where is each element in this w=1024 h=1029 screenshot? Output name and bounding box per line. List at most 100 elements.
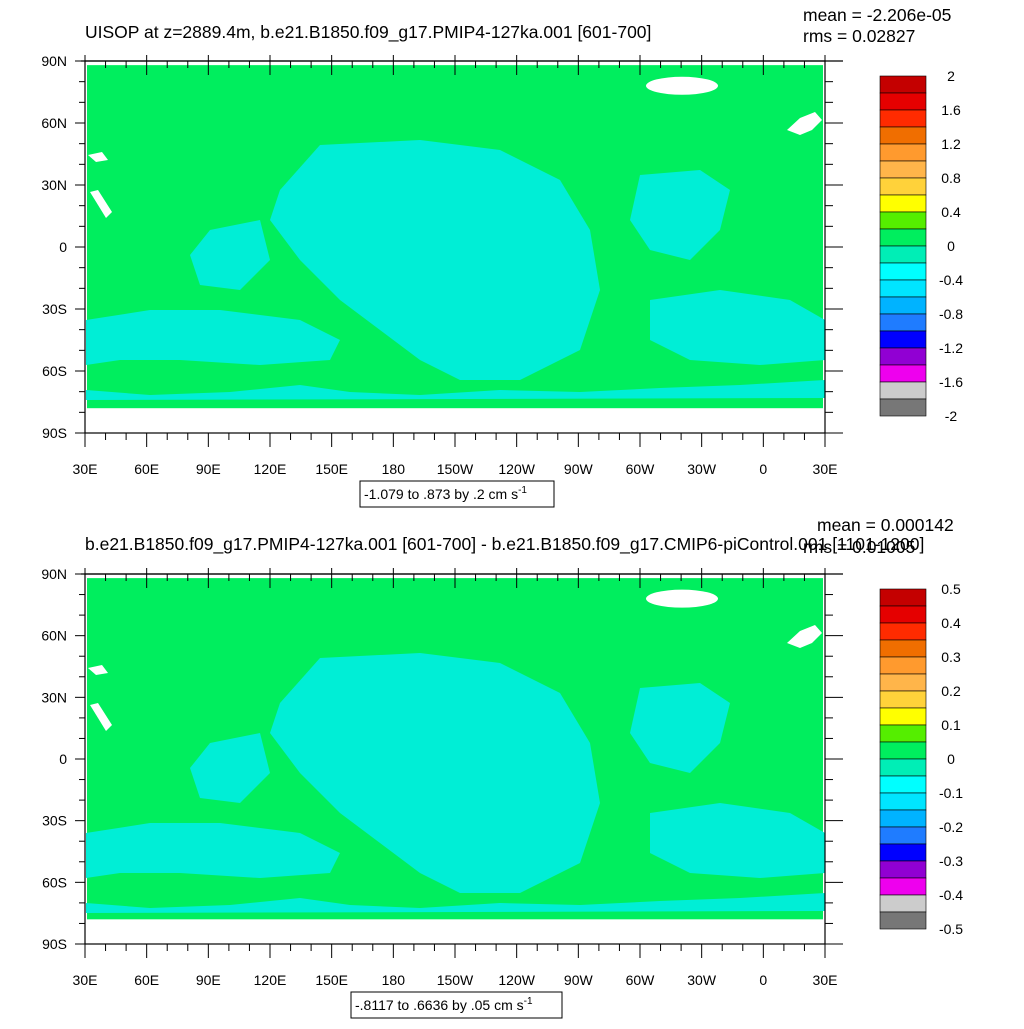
range-note-text: -.8117 to .6636 by .05 cm s-1	[355, 996, 533, 1013]
y-tick-label: 60S	[42, 363, 67, 379]
colorbar-label: -0.5	[939, 921, 963, 937]
colorbar-box	[879, 398, 927, 417]
stat-rms: rms = 0.02827	[803, 26, 915, 46]
colorbar-box	[879, 724, 927, 743]
y-tick-label: 0	[59, 751, 67, 767]
x-tick-label: 30W	[687, 972, 717, 988]
y-tick-label: 30S	[42, 813, 67, 829]
x-tick-label: 150E	[315, 461, 348, 477]
x-tick-label: 30E	[813, 461, 838, 477]
range-note-box	[359, 480, 555, 508]
colorbar-box	[879, 211, 927, 230]
stat-mean: mean = -2.206e-05	[803, 5, 951, 25]
y-tick-label: 90S	[42, 425, 67, 441]
colorbar-box	[879, 690, 927, 709]
colorbar-label: -0.8	[939, 306, 963, 322]
x-tick-label: 60E	[134, 461, 159, 477]
x-tick-label: 60E	[134, 972, 159, 988]
colorbar-label: 0.4	[941, 615, 961, 631]
colorbar-box	[879, 347, 927, 366]
x-tick-label: 30E	[73, 972, 98, 988]
y-tick-label: 30N	[41, 689, 67, 705]
negative-region-indian	[190, 220, 270, 290]
x-tick-label: 90W	[564, 972, 594, 988]
colorbar-box	[879, 894, 927, 913]
colorbar-box	[879, 75, 927, 94]
colorbar-label: -1.2	[939, 340, 963, 356]
colorbar-label: -0.4	[939, 272, 963, 288]
colorbar-box	[879, 330, 927, 349]
colorbar-box	[879, 313, 927, 332]
colorbar-label: -0.3	[939, 853, 963, 869]
colorbar-box	[879, 228, 927, 247]
colorbar-label: 0.5	[941, 581, 961, 597]
x-tick-label: 180	[382, 972, 406, 988]
negative-region-antarctic-margin	[86, 853, 825, 913]
colorbar-box	[879, 656, 927, 675]
colorbar-label: -0.1	[939, 785, 963, 801]
no-data-patch-west-2	[90, 703, 112, 731]
colorbar-label: 0.3	[941, 649, 961, 665]
negative-region-antarctic-margin	[86, 340, 825, 400]
x-tick-label: 0	[759, 972, 767, 988]
colorbar-box	[879, 911, 927, 930]
colorbar-label: -0.4	[939, 887, 963, 903]
colorbar-box	[879, 588, 927, 607]
colorbar-label: 0.8	[941, 170, 961, 186]
colorbar-box	[879, 92, 927, 111]
range-note-box	[350, 991, 563, 1019]
x-tick-label: 120W	[498, 972, 535, 988]
x-tick-label: 90E	[196, 461, 221, 477]
colorbar-box	[879, 143, 927, 162]
chart-panel-1: 90N 60N 30N 0 30S 60S 90S 30E 60E 90E 120E 150E 180 1…	[41, 5, 963, 508]
no-data-patch-west-1	[88, 665, 108, 675]
colorbar-box	[879, 826, 927, 845]
colorbar-label: -2	[945, 408, 958, 424]
y-tick-label: 90N	[41, 566, 67, 582]
colorbar-box	[879, 741, 927, 760]
colorbar-box	[879, 605, 927, 624]
no-data-patch-west-1	[88, 152, 108, 162]
x-tick-label: 30E	[73, 461, 98, 477]
colorbar-box	[879, 126, 927, 145]
stat-rms: rms = 0.01005	[803, 537, 915, 557]
colorbar-box	[879, 245, 927, 264]
no-data-patch-greenland	[646, 589, 718, 608]
colorbar-box	[879, 160, 927, 179]
x-tick-label: 60W	[626, 972, 656, 988]
y-tick-label: 60N	[41, 115, 67, 131]
x-tick-label: 180	[382, 461, 406, 477]
negative-region-pacific	[270, 140, 600, 380]
x-tick-label: 30E	[813, 972, 838, 988]
negative-region-indian	[190, 733, 270, 803]
x-tick-label: 150W	[437, 461, 474, 477]
x-tick-label: 90E	[196, 972, 221, 988]
colorbar-box	[879, 177, 927, 196]
colorbar-box	[879, 809, 927, 828]
negative-region-southern	[86, 310, 340, 365]
x-tick-label: 150E	[315, 972, 348, 988]
negative-region-southern	[86, 823, 340, 878]
x-tick-label: 120E	[254, 461, 287, 477]
no-data-patch-iceland	[787, 112, 822, 135]
colorbar-box	[879, 622, 927, 641]
colorbar-box	[879, 364, 927, 383]
negative-region-pacific	[270, 653, 600, 893]
x-tick-label: 120W	[498, 461, 535, 477]
x-tick-label: 120E	[254, 972, 287, 988]
colorbar-box	[879, 639, 927, 658]
colorbar-label: 0	[947, 238, 955, 254]
chart-title: b.e21.B1850.f09_g17.PMIP4-127ka.001 [601…	[85, 534, 924, 555]
colorbar-box	[879, 262, 927, 281]
colorbar-label: 2	[947, 68, 955, 84]
y-tick-label: 0	[59, 239, 67, 255]
colorbar-box	[879, 381, 927, 400]
y-tick-label: 30S	[42, 301, 67, 317]
no-data-patch-greenland	[646, 76, 718, 95]
x-tick-label: 60W	[626, 461, 656, 477]
negative-region-south-atlantic	[650, 803, 825, 878]
units-exponent: -1	[518, 485, 527, 496]
y-tick-label: 60S	[42, 874, 67, 890]
colorbar-box	[879, 707, 927, 726]
colorbar-label: 1.2	[941, 136, 961, 152]
